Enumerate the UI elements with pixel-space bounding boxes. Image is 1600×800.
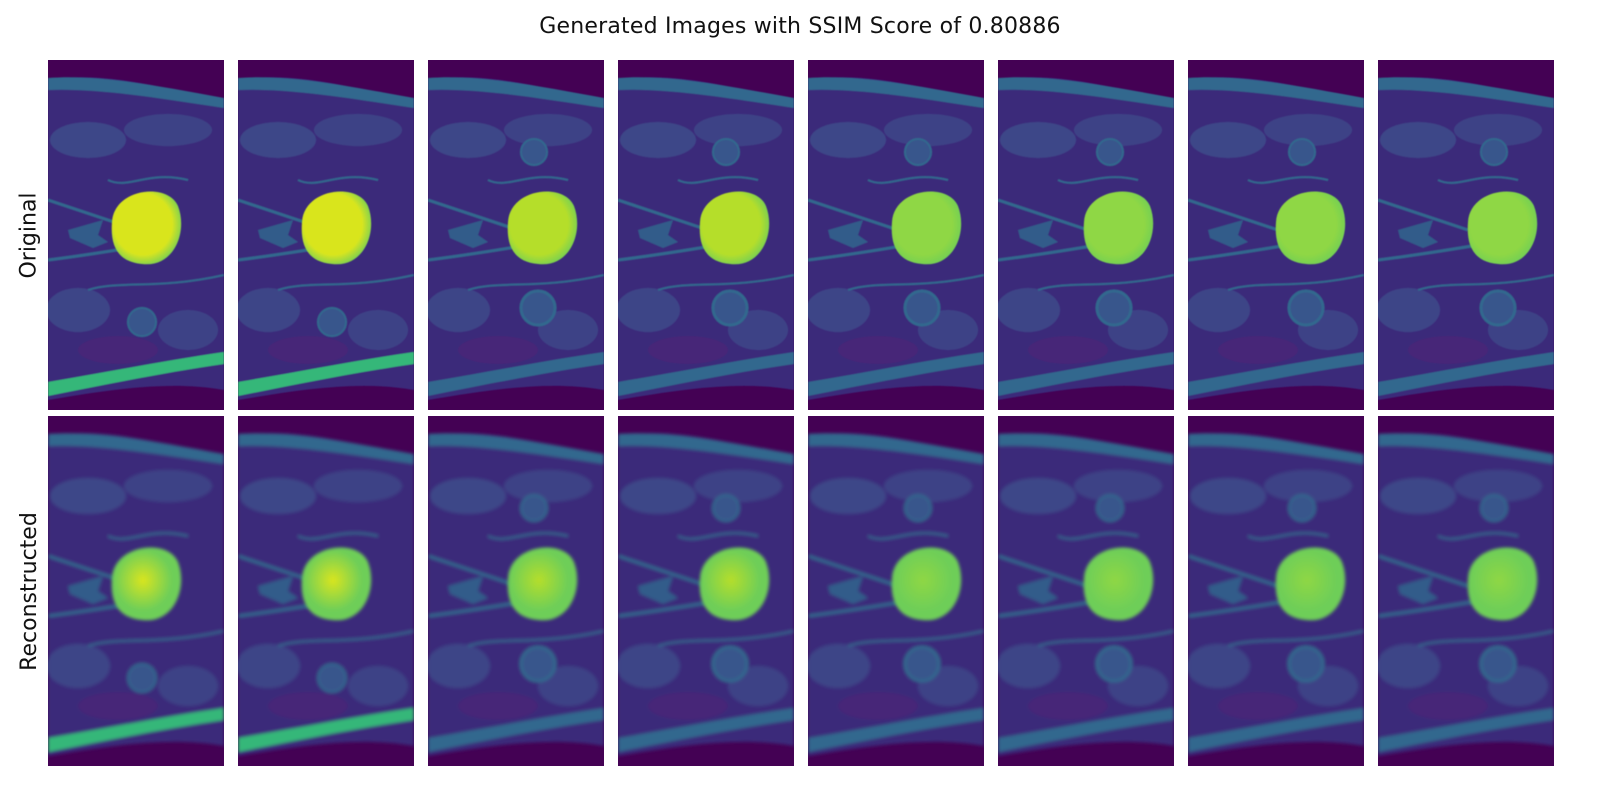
original-image-3 (428, 60, 604, 410)
original-image-7 (1188, 60, 1364, 410)
original-image-2 (238, 60, 414, 410)
reconstructed-image-3 (428, 416, 604, 766)
original-image-6 (998, 60, 1174, 410)
row-label-reconstructed: Reconstructed (16, 511, 42, 671)
figure-title: Generated Images with SSIM Score of 0.80… (539, 14, 1061, 39)
row-label-original: Original (16, 191, 42, 279)
original-image-4 (618, 60, 794, 410)
reconstructed-image-6 (998, 416, 1174, 766)
reconstructed-image-7 (1188, 416, 1364, 766)
reconstructed-image-8 (1378, 416, 1554, 766)
reconstructed-image-1 (48, 416, 224, 766)
reconstructed-image-2 (238, 416, 414, 766)
original-image-5 (808, 60, 984, 410)
original-image-8 (1378, 60, 1554, 410)
reconstructed-image-4 (618, 416, 794, 766)
reconstructed-image-5 (808, 416, 984, 766)
original-image-1 (48, 60, 224, 410)
